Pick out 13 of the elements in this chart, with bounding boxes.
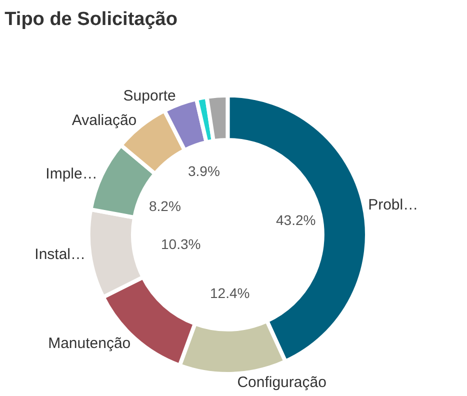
slice-label: Instal…: [34, 246, 86, 263]
data-label: 3.9%: [188, 163, 220, 179]
slice-label: Suporte: [123, 88, 176, 105]
data-label: 43.2%: [276, 212, 316, 228]
data-label: 8.2%: [149, 198, 181, 214]
slice-label: Imple…: [46, 165, 98, 182]
slice-label: Manutenção: [48, 334, 131, 352]
data-label: 12.4%: [210, 285, 250, 301]
slice-label: Configuração: [237, 374, 326, 391]
chart-title: Tipo de Solicitação: [4, 9, 178, 30]
slice-label: Avaliação: [72, 112, 137, 129]
slice-label: Probl…: [368, 196, 418, 214]
data-label: 10.3%: [161, 236, 201, 252]
